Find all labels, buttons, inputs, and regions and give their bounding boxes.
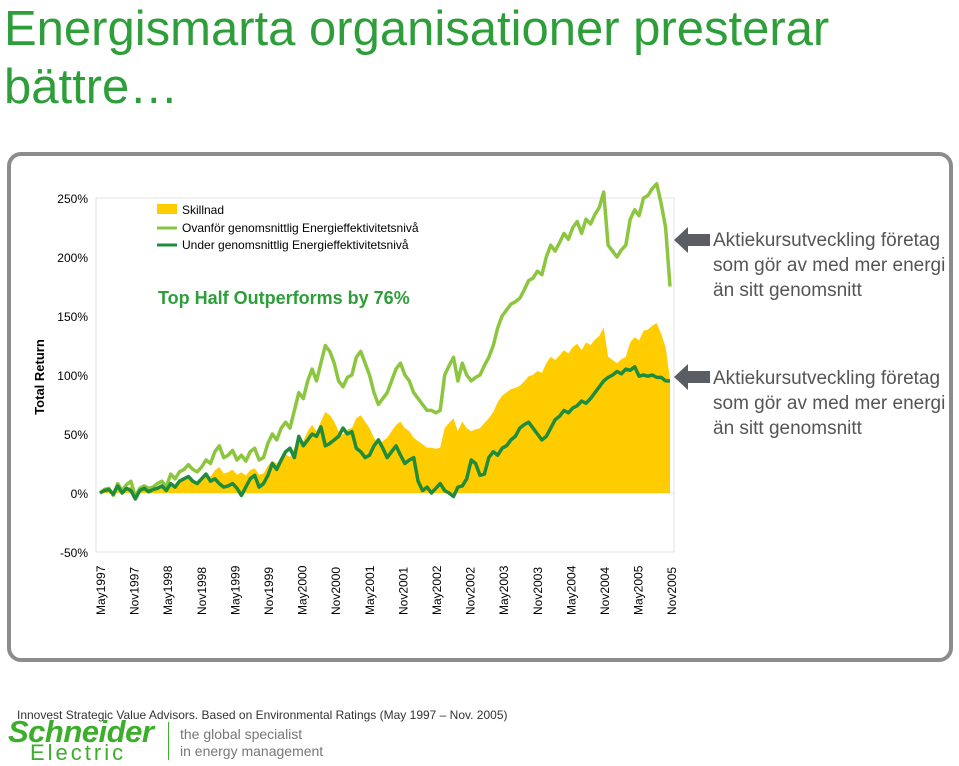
chart-panel — [7, 152, 953, 662]
x-tick-label: May2005 — [632, 565, 646, 615]
x-tick-label: May1998 — [161, 565, 175, 615]
legend-label: Ovanför genomsnittlig Energieffektivitet… — [182, 221, 419, 235]
x-tick-label: Nov2001 — [396, 567, 410, 615]
y-tick-label: -50% — [60, 546, 88, 560]
x-tick-label: May1999 — [228, 565, 242, 615]
legend-swatch-fill — [157, 204, 177, 214]
brand-tagline: the global specialist in energy manageme… — [180, 726, 323, 760]
brand-logo-name: Schneider — [8, 714, 154, 749]
source-note: Innovest Strategic Value Advisors. Based… — [17, 708, 508, 722]
x-tick-label: Nov2003 — [531, 567, 545, 615]
legend-label: Skillnad — [182, 203, 224, 217]
series-line-below-average — [99, 364, 670, 501]
annotation-bottom: Aktiekursutveckling företag som gör av m… — [713, 368, 946, 439]
series-line-above-average — [98, 182, 672, 499]
y-tick-label: 200% — [57, 251, 88, 265]
arrow-left-icon — [674, 364, 710, 390]
x-tick-label: May1997 — [94, 565, 108, 615]
x-tick-label: Nov1998 — [195, 567, 209, 615]
x-tick-label: Nov2005 — [665, 567, 679, 615]
x-tick-label: May2003 — [497, 565, 511, 615]
x-tick-label: Nov1997 — [128, 567, 142, 615]
difference-area — [100, 323, 670, 493]
x-tick-label: Nov2002 — [464, 567, 478, 615]
x-tick-label: May2000 — [296, 565, 310, 615]
y-axis-label: Total Return — [32, 339, 47, 415]
y-tick-label: 0% — [71, 487, 89, 501]
plot-area — [95, 197, 675, 553]
y-tick-label: 250% — [57, 192, 88, 206]
y-tick-label: 150% — [57, 310, 88, 324]
y-tick-label: 50% — [64, 428, 88, 442]
arrow-left-icon — [674, 227, 710, 253]
x-tick-label: May2002 — [430, 565, 444, 615]
tagline-line-2: in energy management — [180, 743, 324, 759]
x-tick-label: Nov1999 — [262, 567, 276, 615]
page-title: Energismarta organisationer presterar bä… — [4, 2, 830, 114]
tagline-line-1: the global specialist — [180, 726, 303, 742]
logo-divider — [168, 722, 169, 760]
x-tick-label: May2004 — [564, 565, 578, 615]
brand-logo-sub: Electric — [30, 740, 127, 765]
annotation-top: Aktiekursutveckling företag som gör av m… — [713, 230, 946, 301]
x-tick-label: May2001 — [363, 565, 377, 615]
chart-inset-text: Top Half Outperforms by 76% — [158, 288, 410, 308]
y-tick-label: 100% — [57, 369, 88, 383]
legend-label: Under genomsnittlig Energieffektivitetsn… — [182, 238, 409, 252]
x-tick-label: Nov2004 — [598, 567, 612, 615]
x-tick-label: Nov2000 — [329, 567, 343, 615]
